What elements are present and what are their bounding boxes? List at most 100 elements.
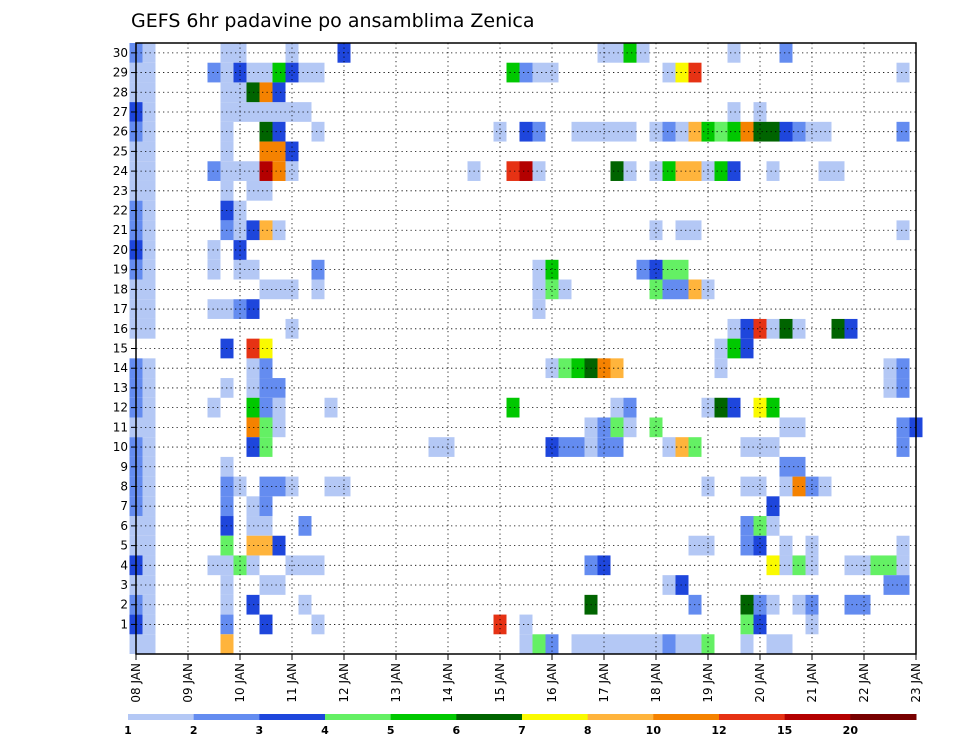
precip-cell [740, 535, 754, 556]
precip-cell [779, 476, 793, 497]
precip-cell [649, 279, 663, 300]
precip-cell [792, 476, 806, 497]
precip-cell [441, 437, 455, 457]
precip-cell [896, 417, 910, 438]
precip-cell [675, 634, 689, 654]
precip-cell [142, 318, 156, 339]
legend-swatch [719, 714, 786, 720]
y-tick-label: 17 [113, 302, 128, 316]
x-tick-label: 18 JAN [649, 663, 663, 703]
y-tick-label: 3 [120, 578, 128, 592]
precip-cell [324, 397, 338, 418]
precip-cell [753, 516, 767, 536]
precip-cell [545, 62, 559, 83]
precip-cell [272, 279, 286, 300]
precip-cell [779, 634, 793, 654]
y-tick-label: 18 [113, 282, 128, 296]
precip-cell [532, 279, 546, 300]
precip-cell [272, 378, 286, 398]
y-tick-label: 12 [113, 401, 128, 415]
y-tick-label: 8 [120, 479, 128, 493]
x-tick-label: 12 JAN [337, 663, 351, 703]
precip-cell [740, 634, 754, 654]
precip-cell [883, 575, 897, 595]
precip-cell [662, 634, 676, 654]
precip-cell [142, 417, 156, 438]
y-tick-label: 11 [113, 420, 128, 434]
precip-cell [532, 299, 546, 319]
chart-title: GEFS 6hr padavine po ansamblima Zenica [131, 10, 535, 32]
precip-cell [142, 180, 156, 201]
precip-cell [272, 417, 286, 438]
precip-cell [259, 516, 273, 536]
precip-cell [311, 259, 325, 280]
x-tick-label: 11 JAN [285, 663, 299, 703]
precip-cell [272, 476, 286, 497]
precip-cell [779, 456, 793, 477]
y-tick-label: 5 [120, 539, 128, 553]
precip-cell [896, 358, 910, 379]
legend-swatch [193, 714, 260, 720]
precip-cell [727, 121, 741, 142]
precip-cell [753, 102, 767, 122]
precip-cell [675, 437, 689, 457]
legend-label: 10 [646, 724, 662, 737]
precip-cell [207, 161, 221, 181]
precip-cell [259, 180, 273, 201]
precip-cell [428, 437, 442, 457]
precip-cell [298, 62, 312, 83]
precip-cell [142, 82, 156, 103]
y-tick-label: 24 [113, 164, 128, 178]
x-tick-label: 13 JAN [389, 663, 403, 703]
precip-cell [519, 614, 533, 635]
x-tick-label: 23 JAN [909, 663, 923, 703]
legend-label: 4 [321, 724, 329, 737]
precip-cell [662, 259, 676, 280]
y-tick-label: 22 [113, 204, 128, 218]
precip-cell [259, 397, 273, 418]
precip-cell [766, 318, 780, 339]
precip-cell [844, 594, 858, 615]
legend-label: 1 [124, 724, 132, 737]
legend-label: 3 [256, 724, 264, 737]
precip-cell [532, 161, 546, 181]
precip-cell [272, 535, 286, 556]
precip-cell [272, 220, 286, 241]
precip-cell [142, 397, 156, 418]
precip-cell [259, 535, 273, 556]
precip-cell [675, 259, 689, 280]
precip-cell [142, 200, 156, 221]
precip-cell [883, 378, 897, 398]
legend-label: 5 [387, 724, 395, 737]
precip-cell [142, 535, 156, 556]
precip-cell [545, 437, 559, 457]
precip-cell [662, 279, 676, 300]
precip-cell [285, 161, 299, 181]
y-tick-label: 21 [113, 223, 128, 237]
precip-cell [610, 161, 624, 181]
precip-cell [896, 535, 910, 556]
legend-swatch [850, 714, 917, 720]
precip-cell [662, 121, 676, 142]
precip-cell [272, 161, 286, 181]
precip-cell [753, 121, 767, 142]
precip-cell [142, 121, 156, 142]
precip-cell [298, 555, 312, 576]
precip-cell [142, 141, 156, 162]
y-tick-label: 28 [113, 85, 128, 99]
precip-cell [792, 555, 806, 576]
precip-cell [610, 437, 624, 457]
precip-cell [740, 121, 754, 142]
precip-cell [272, 141, 286, 162]
precip-cell [259, 575, 273, 595]
legend-label: 7 [518, 724, 526, 737]
precip-cell [675, 161, 689, 181]
precip-cell [311, 279, 325, 300]
precip-cell [142, 240, 156, 260]
precip-cell [649, 634, 663, 654]
precip-cell [207, 555, 221, 576]
legend-swatch [128, 714, 195, 720]
precip-cell [142, 299, 156, 319]
precip-cell [727, 338, 741, 359]
precip-cell [753, 437, 767, 457]
